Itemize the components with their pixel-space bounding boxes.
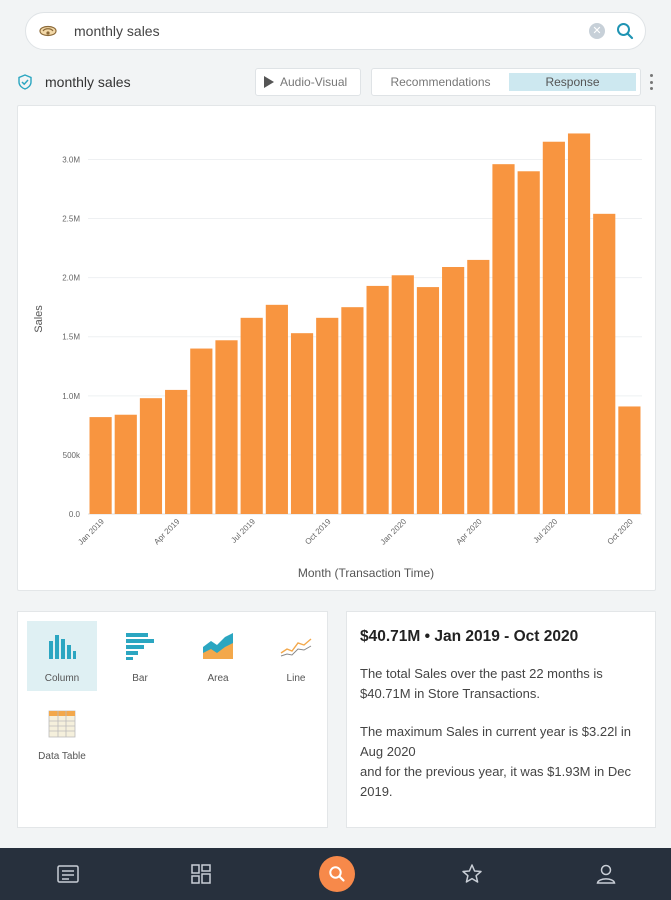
summary-max-text: The maximum Sales in current year is $3.…: [360, 724, 631, 759]
query-title: monthly sales: [45, 74, 131, 90]
bar[interactable]: Feb 2020: [416, 287, 440, 514]
x-tick-label: Apr 2019: [152, 517, 182, 547]
chart-type-line[interactable]: Line: [261, 621, 331, 691]
more-dot: [649, 74, 653, 77]
bar[interactable]: Sep 2019: [290, 333, 314, 514]
clear-search-button[interactable]: ✕: [589, 23, 605, 39]
bar[interactable]: Jan 2020: [391, 275, 414, 514]
tab-response[interactable]: Response: [509, 73, 636, 91]
search-bar[interactable]: monthly sales ✕: [25, 12, 646, 50]
x-axis-label: Month (Transaction Time): [298, 566, 434, 580]
verified-icon: [18, 74, 32, 90]
column-chart-icon: [49, 635, 76, 659]
more-dot: [649, 87, 653, 90]
y-axis-label: Sales: [33, 305, 45, 333]
bar[interactable]: Apr 2020: [467, 259, 490, 514]
search-input[interactable]: monthly sales: [74, 23, 160, 39]
x-tick-label: Jan 2020: [379, 517, 409, 547]
bar[interactable]: Jul 2020: [542, 141, 565, 514]
x-tick-label: Jul 2020: [532, 517, 560, 545]
audio-visual-button[interactable]: Audio-Visual: [255, 68, 361, 96]
x-tick-label: Jan 2019: [76, 517, 106, 547]
grid-icon: [191, 864, 211, 884]
chart-type-label: Data Table: [38, 751, 86, 762]
tab-recommendations[interactable]: Recommendations: [390, 75, 491, 89]
view-tabs: Recommendations Response: [371, 68, 641, 96]
nav-dashboards-button[interactable]: [189, 862, 213, 886]
bar[interactable]: Mar 2020: [442, 267, 465, 514]
chart-type-column[interactable]: Column: [27, 621, 97, 691]
user-icon: [596, 864, 616, 884]
result-toolbar: monthly sales Audio-Visual Recommendatio…: [15, 66, 665, 98]
audio-visual-label: Audio-Visual: [280, 75, 348, 89]
search-button[interactable]: [615, 21, 635, 41]
x-tick-label: Apr 2020: [454, 517, 484, 547]
nav-favorites-button[interactable]: [460, 862, 484, 886]
bar[interactable]: Mar 2019: [139, 398, 163, 514]
bar[interactable]: Jul 2019: [240, 317, 263, 514]
chart-type-area[interactable]: Area: [183, 621, 253, 691]
nav-feed-button[interactable]: [56, 862, 80, 886]
bar[interactable]: Aug 2019: [265, 304, 288, 514]
search-icon: [329, 866, 345, 882]
nav-search-button[interactable]: [319, 856, 355, 892]
summary-card: $40.71M • Jan 2019 - Oct 2020 The total …: [346, 611, 656, 828]
bar[interactable]: Dec 2019: [366, 285, 389, 514]
y-tick-label: 1.5M: [62, 333, 80, 342]
bar[interactable]: May 2019: [190, 348, 213, 514]
x-tick-label: Oct 2019: [303, 517, 333, 547]
bar[interactable]: Jun 2019: [215, 340, 238, 514]
bar[interactable]: Aug 2020: [567, 133, 591, 515]
y-tick-label: 1.0M: [62, 392, 80, 401]
chart-type-data-table[interactable]: Data Table: [27, 699, 97, 769]
more-options-button[interactable]: [649, 74, 653, 90]
close-icon: ✕: [592, 25, 602, 37]
news-feed-icon: [57, 865, 79, 883]
nav-profile-button[interactable]: [594, 862, 618, 886]
app-logo-icon: [36, 19, 60, 43]
star-icon: [462, 864, 482, 883]
area-chart-icon: [203, 633, 233, 659]
data-table-icon: [48, 710, 76, 738]
chart-type-selector: Column Bar Area Line Data Table: [17, 611, 328, 828]
bar[interactable]: Oct 2020: [618, 406, 641, 514]
bar[interactable]: Feb 2019: [114, 414, 137, 514]
chart-type-label: Area: [207, 673, 229, 684]
chart-type-bar[interactable]: Bar: [105, 621, 175, 691]
summary-total-text: The total Sales over the past 22 months …: [360, 666, 603, 701]
y-tick-label: 2.0M: [62, 274, 80, 283]
bar[interactable]: May 2020: [492, 164, 515, 514]
bar[interactable]: Nov 2019: [341, 307, 364, 514]
bottom-nav: [0, 848, 671, 900]
summary-headline: $40.71M • Jan 2019 - Oct 2020: [360, 628, 579, 645]
chart-type-label: Bar: [132, 673, 148, 684]
bar-chart-icon: [126, 633, 154, 660]
play-icon: [264, 76, 274, 88]
bar[interactable]: Apr 2019: [165, 389, 188, 514]
y-tick-label: 2.5M: [62, 215, 80, 224]
chart-type-label: Column: [44, 673, 80, 684]
x-tick-label: Jul 2019: [229, 517, 257, 545]
y-tick-label: 3.0M: [62, 155, 80, 164]
chart-type-label: Line: [286, 673, 306, 684]
y-tick-label: 500k: [63, 451, 81, 460]
line-chart-icon: [280, 638, 312, 657]
search-icon: [617, 23, 634, 40]
bar[interactable]: Sep 2020: [593, 213, 616, 514]
bar[interactable]: Jan 2019: [89, 417, 112, 514]
summary-previous-year-text: and for the previous year, it was $1.93M…: [360, 764, 631, 799]
x-tick-label: Oct 2020: [606, 517, 636, 547]
more-dot: [649, 80, 653, 84]
bar[interactable]: Jun 2020: [517, 171, 540, 514]
y-tick-label: 0.0: [69, 510, 81, 519]
bar[interactable]: Oct 2019: [316, 317, 339, 514]
